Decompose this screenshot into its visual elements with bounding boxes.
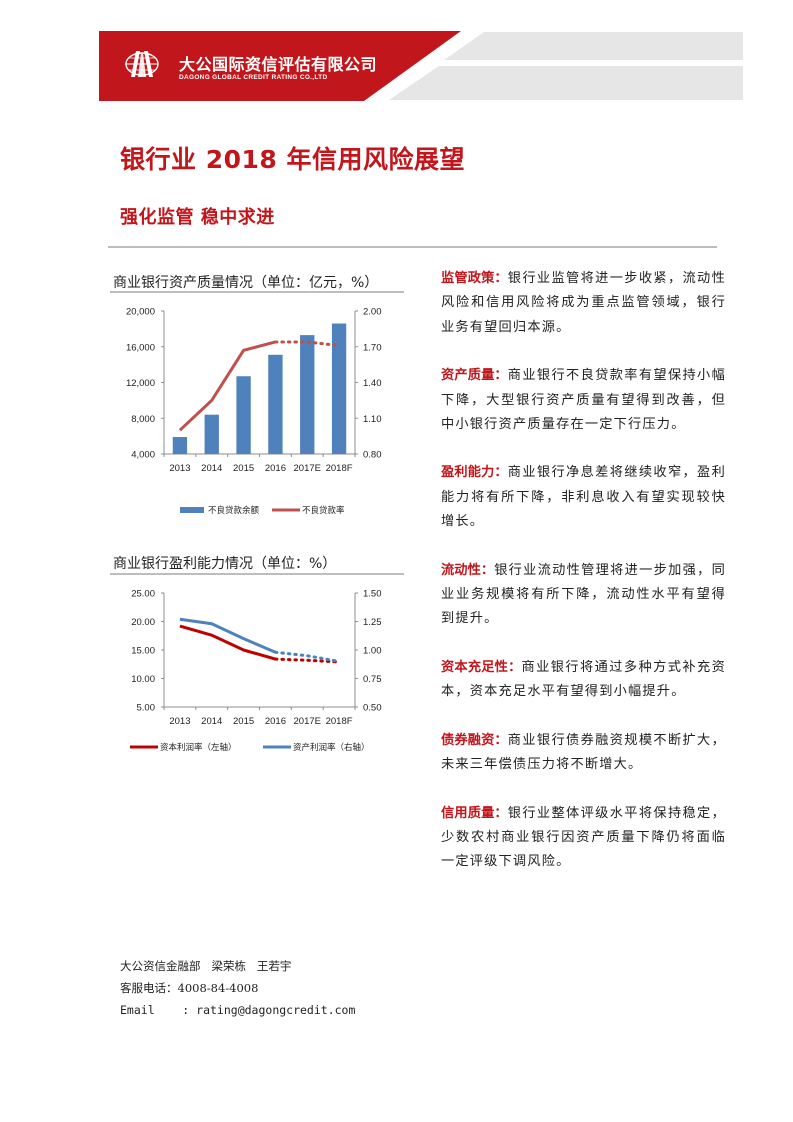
svg-text:0.75: 0.75 (363, 674, 382, 685)
company-name-en: DAGONG GLOBAL CREDIT RATING CO.,LTD (179, 74, 328, 81)
svg-text:1.70: 1.70 (363, 342, 382, 353)
section-keyword: 债券融资： (441, 732, 508, 748)
svg-text:20,000: 20,000 (126, 307, 155, 318)
section-keyword: 盈利能力： (441, 465, 508, 481)
svg-text:资产利润率（右轴）: 资产利润率（右轴） (293, 742, 370, 753)
svg-text:2015: 2015 (233, 716, 254, 727)
header-banner: 大公国际资信评估有限公司 DAGONG GLOBAL CREDIT RATING… (99, 31, 744, 101)
section-regulation: 监管政策：银行业监管将进一步收紧，流动性风险和信用风险将成为重点监管领域，银行业… (441, 267, 726, 340)
svg-text:16,000: 16,000 (126, 342, 155, 353)
section-keyword: 监管政策： (441, 271, 508, 286)
svg-text:资本利润率（左轴）: 资本利润率（左轴） (160, 742, 237, 753)
svg-text:2016: 2016 (265, 716, 286, 727)
section-text: 银行业监管将进一步收紧，流动性风险和信用风险将成为重点监管领域，银行业务有望回归… (441, 271, 727, 335)
email-link[interactable]: Email : rating@dagongcredit.com (120, 1003, 356, 1017)
svg-text:8,000: 8,000 (131, 414, 155, 425)
section-credit-quality: 信用质量：银行业整体评级水平将保持稳定，少数农村商业银行因资产质量下降仍将面临一… (441, 802, 726, 875)
svg-text:1.40: 1.40 (363, 378, 382, 389)
svg-text:10.00: 10.00 (131, 674, 155, 685)
svg-text:15.00: 15.00 (131, 646, 155, 657)
svg-text:2013: 2013 (169, 463, 190, 474)
svg-text:1.00: 1.00 (363, 646, 382, 657)
section-text: 商业银行净息差将继续收窄，盈利能力将有所下降，非利息收入有望实现较快增长。 (441, 465, 727, 530)
asset-quality-chart: 4,000 0.80 8,000 1.10 12,000 1.40 16,000 1.70 20… (126, 307, 382, 517)
svg-text:2014: 2014 (201, 463, 222, 474)
svg-text:2.00: 2.00 (363, 307, 382, 318)
page-title: 银行业 2018 年信用风险展望 (120, 145, 465, 174)
section-text: 银行业流动性管理将进一步加强，同业业务规模将有所下降，流动性水平有望得到提升。 (441, 562, 727, 627)
svg-text:2014: 2014 (201, 716, 222, 727)
svg-text:0.50: 0.50 (363, 703, 382, 714)
contact-footer: 大公资信金融部 梁荣栋 王若宇 客服电话：4008-84-4008 Email … (120, 955, 355, 1021)
svg-text:0.80: 0.80 (363, 450, 382, 461)
svg-text:4,000: 4,000 (131, 450, 155, 461)
section-text: 银行业整体评级水平将保持稳定，少数农村商业银行因资产质量下降仍将面临一定评级下调… (441, 805, 727, 870)
svg-text:2013: 2013 (169, 716, 190, 727)
svg-text:20.00: 20.00 (131, 617, 155, 628)
section-keyword: 信用质量： (441, 805, 508, 821)
section-keyword: 流动性： (441, 562, 495, 578)
svg-text:1.25: 1.25 (363, 617, 382, 628)
svg-text:1.10: 1.10 (363, 414, 382, 425)
profitability-chart: 5.00 0.50 10.00 0.75 15.00 1.00 20.00 1.25 25.00… (130, 589, 382, 753)
chart-title-underline (110, 573, 404, 575)
svg-text:12,000: 12,000 (126, 378, 155, 389)
section-bond-financing: 债券融资：商业银行债券融资规模不断扩大，未来三年偿债压力将不断增大。 (441, 729, 726, 778)
section-text: 商业银行不良贷款率有望保持小幅下降，大型银行资产质量有望得到改善，但中小银行资产… (441, 368, 727, 433)
svg-text:2017E: 2017E (294, 716, 321, 727)
banner-shapes (99, 31, 743, 101)
title-divider (108, 246, 717, 248)
company-name-cn: 大公国际资信评估有限公司 (179, 55, 378, 74)
svg-text:2018F: 2018F (326, 463, 353, 474)
page-subtitle: 强化监管 稳中求进 (120, 207, 275, 228)
section-text: 商业银行债券融资规模不断扩大，未来三年偿债压力将不断增大。 (441, 732, 727, 773)
outlook-summary: 监管政策：银行业监管将进一步收紧，流动性风险和信用风险将成为重点监管领域，银行业… (441, 267, 726, 899)
svg-text:1.50: 1.50 (363, 589, 382, 600)
section-profitability: 盈利能力：商业银行净息差将继续收窄，盈利能力将有所下降，非利息收入有望实现较快增… (441, 461, 726, 534)
svg-text:2016: 2016 (265, 463, 286, 474)
svg-text:2017E: 2017E (294, 463, 321, 474)
svg-text:2018F: 2018F (326, 716, 353, 727)
svg-text:不良贷款率: 不良贷款率 (302, 505, 345, 516)
profitability-chart-title: 商业银行盈利能力情况（单位：%） (113, 556, 337, 572)
phone: 客服电话：4008-84-4008 (120, 981, 259, 995)
svg-text:5.00: 5.00 (137, 703, 156, 714)
authors: 大公资信金融部 梁荣栋 王若宇 (120, 959, 292, 973)
svg-text:2015: 2015 (233, 463, 254, 474)
chart-title-underline (110, 291, 404, 293)
section-text: 商业银行将通过多种方式补充资本，资本充足水平有望得到小幅提升。 (441, 659, 726, 700)
asset-quality-chart-title: 商业银行资产质量情况（单位：亿元，%） (113, 275, 379, 291)
section-capital-adequacy: 资本充足性：商业银行将通过多种方式补充资本，资本充足水平有望得到小幅提升。 (441, 656, 726, 705)
section-keyword: 资产质量： (441, 368, 508, 384)
dagong-logo-icon (124, 49, 160, 79)
section-asset-quality: 资产质量：商业银行不良贷款率有望保持小幅下降，大型银行资产质量有望得到改善，但中… (441, 364, 726, 437)
svg-text:不良贷款余额: 不良贷款余额 (208, 505, 260, 516)
section-liquidity: 流动性：银行业流动性管理将进一步加强，同业业务规模将有所下降，流动性水平有望得到… (441, 559, 726, 632)
svg-text:25.00: 25.00 (131, 589, 155, 600)
section-keyword: 资本充足性： (441, 659, 522, 675)
